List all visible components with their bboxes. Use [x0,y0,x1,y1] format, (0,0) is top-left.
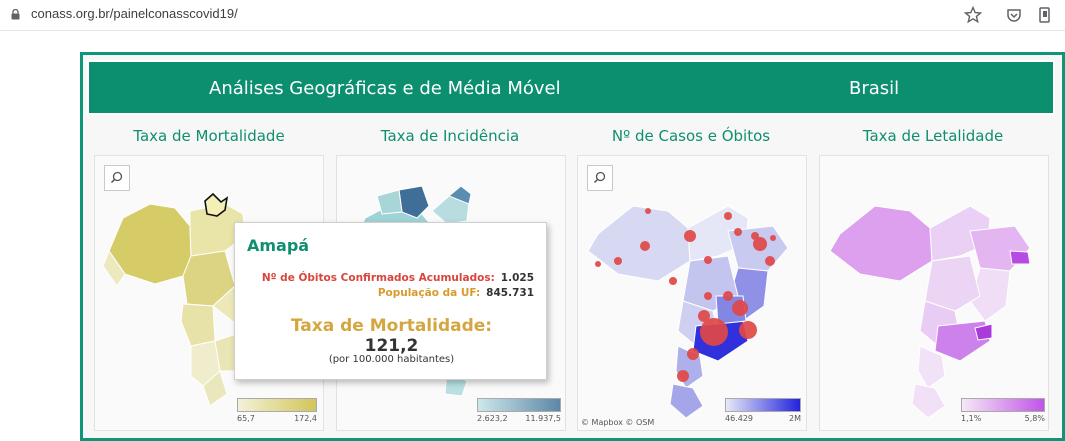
legend-min: 46.429 [725,414,753,423]
legend-max: 2M [789,414,801,423]
legend-min: 1,1% [961,414,982,423]
pocket-icon[interactable] [1004,5,1024,25]
star-icon[interactable] [963,5,983,25]
tooltip-population-label: População da UF: [377,287,481,299]
search-button[interactable] [104,165,130,191]
tooltip-rate-value: 121,2 [364,336,419,356]
extension-icon[interactable] [1034,5,1054,25]
panel-title-mortality: Taxa de Mortalidade [133,127,285,145]
state-tooltip: Amapá Nº de Óbitos Confirmados Acumulado… [234,222,547,380]
map-mortality[interactable]: 65,7 172,4 [94,155,324,431]
tooltip-deaths-row: Nº de Óbitos Confirmados Acumulados: 1.02… [262,272,534,284]
legend-min: 65,7 [237,414,255,423]
lock-icon [11,9,20,20]
search-icon [110,171,123,184]
map-cases-deaths[interactable]: 46.429 2M [577,155,807,431]
browser-toolbar: conass.org.br/painelconasscovid19/ [0,0,1065,31]
tooltip-rate-note: (por 100.000 habitantes) [328,354,455,365]
panel-title-incidence: Taxa de Incidência [380,127,520,145]
search-icon [593,171,606,184]
map-attribution[interactable]: © Mapbox © OSM [581,418,655,427]
header-country: Brasil [849,78,900,99]
tooltip-deaths-label: Nº de Óbitos Confirmados Acumulados: [261,272,495,284]
legend-max: 5,8% [1024,414,1045,423]
search-button[interactable] [587,165,613,191]
address-bar-url[interactable]: conass.org.br/painelconasscovid19/ [31,6,238,21]
dashboard-header: Análises Geográficas e de Média Móvel Br… [87,60,1055,115]
tooltip-state-name: Amapá [247,236,310,255]
legend-min: 2.623,2 [477,414,508,423]
map-lethality[interactable]: 1,1% 5,8% [819,155,1049,431]
selected-state-amapa[interactable] [204,192,229,217]
tooltip-deaths-value: 1.025 [500,272,534,284]
brazil-map[interactable] [578,156,808,432]
panel-title-lethality: Taxa de Letalidade [862,127,1004,145]
legend-max: 172,4 [294,414,317,423]
legend-max: 11.937,5 [525,414,561,423]
panel-title-cases: Nº de Casos e Óbitos [611,127,771,145]
brazil-map[interactable] [820,156,1050,432]
case-bubbles [595,208,776,382]
tooltip-rate-label: Taxa de Mortalidade: [290,316,493,336]
header-title: Análises Geográficas e de Média Móvel [209,78,561,99]
tooltip-population-row: População da UF: 845.731 [378,287,534,299]
tooltip-population-value: 845.731 [486,287,534,299]
